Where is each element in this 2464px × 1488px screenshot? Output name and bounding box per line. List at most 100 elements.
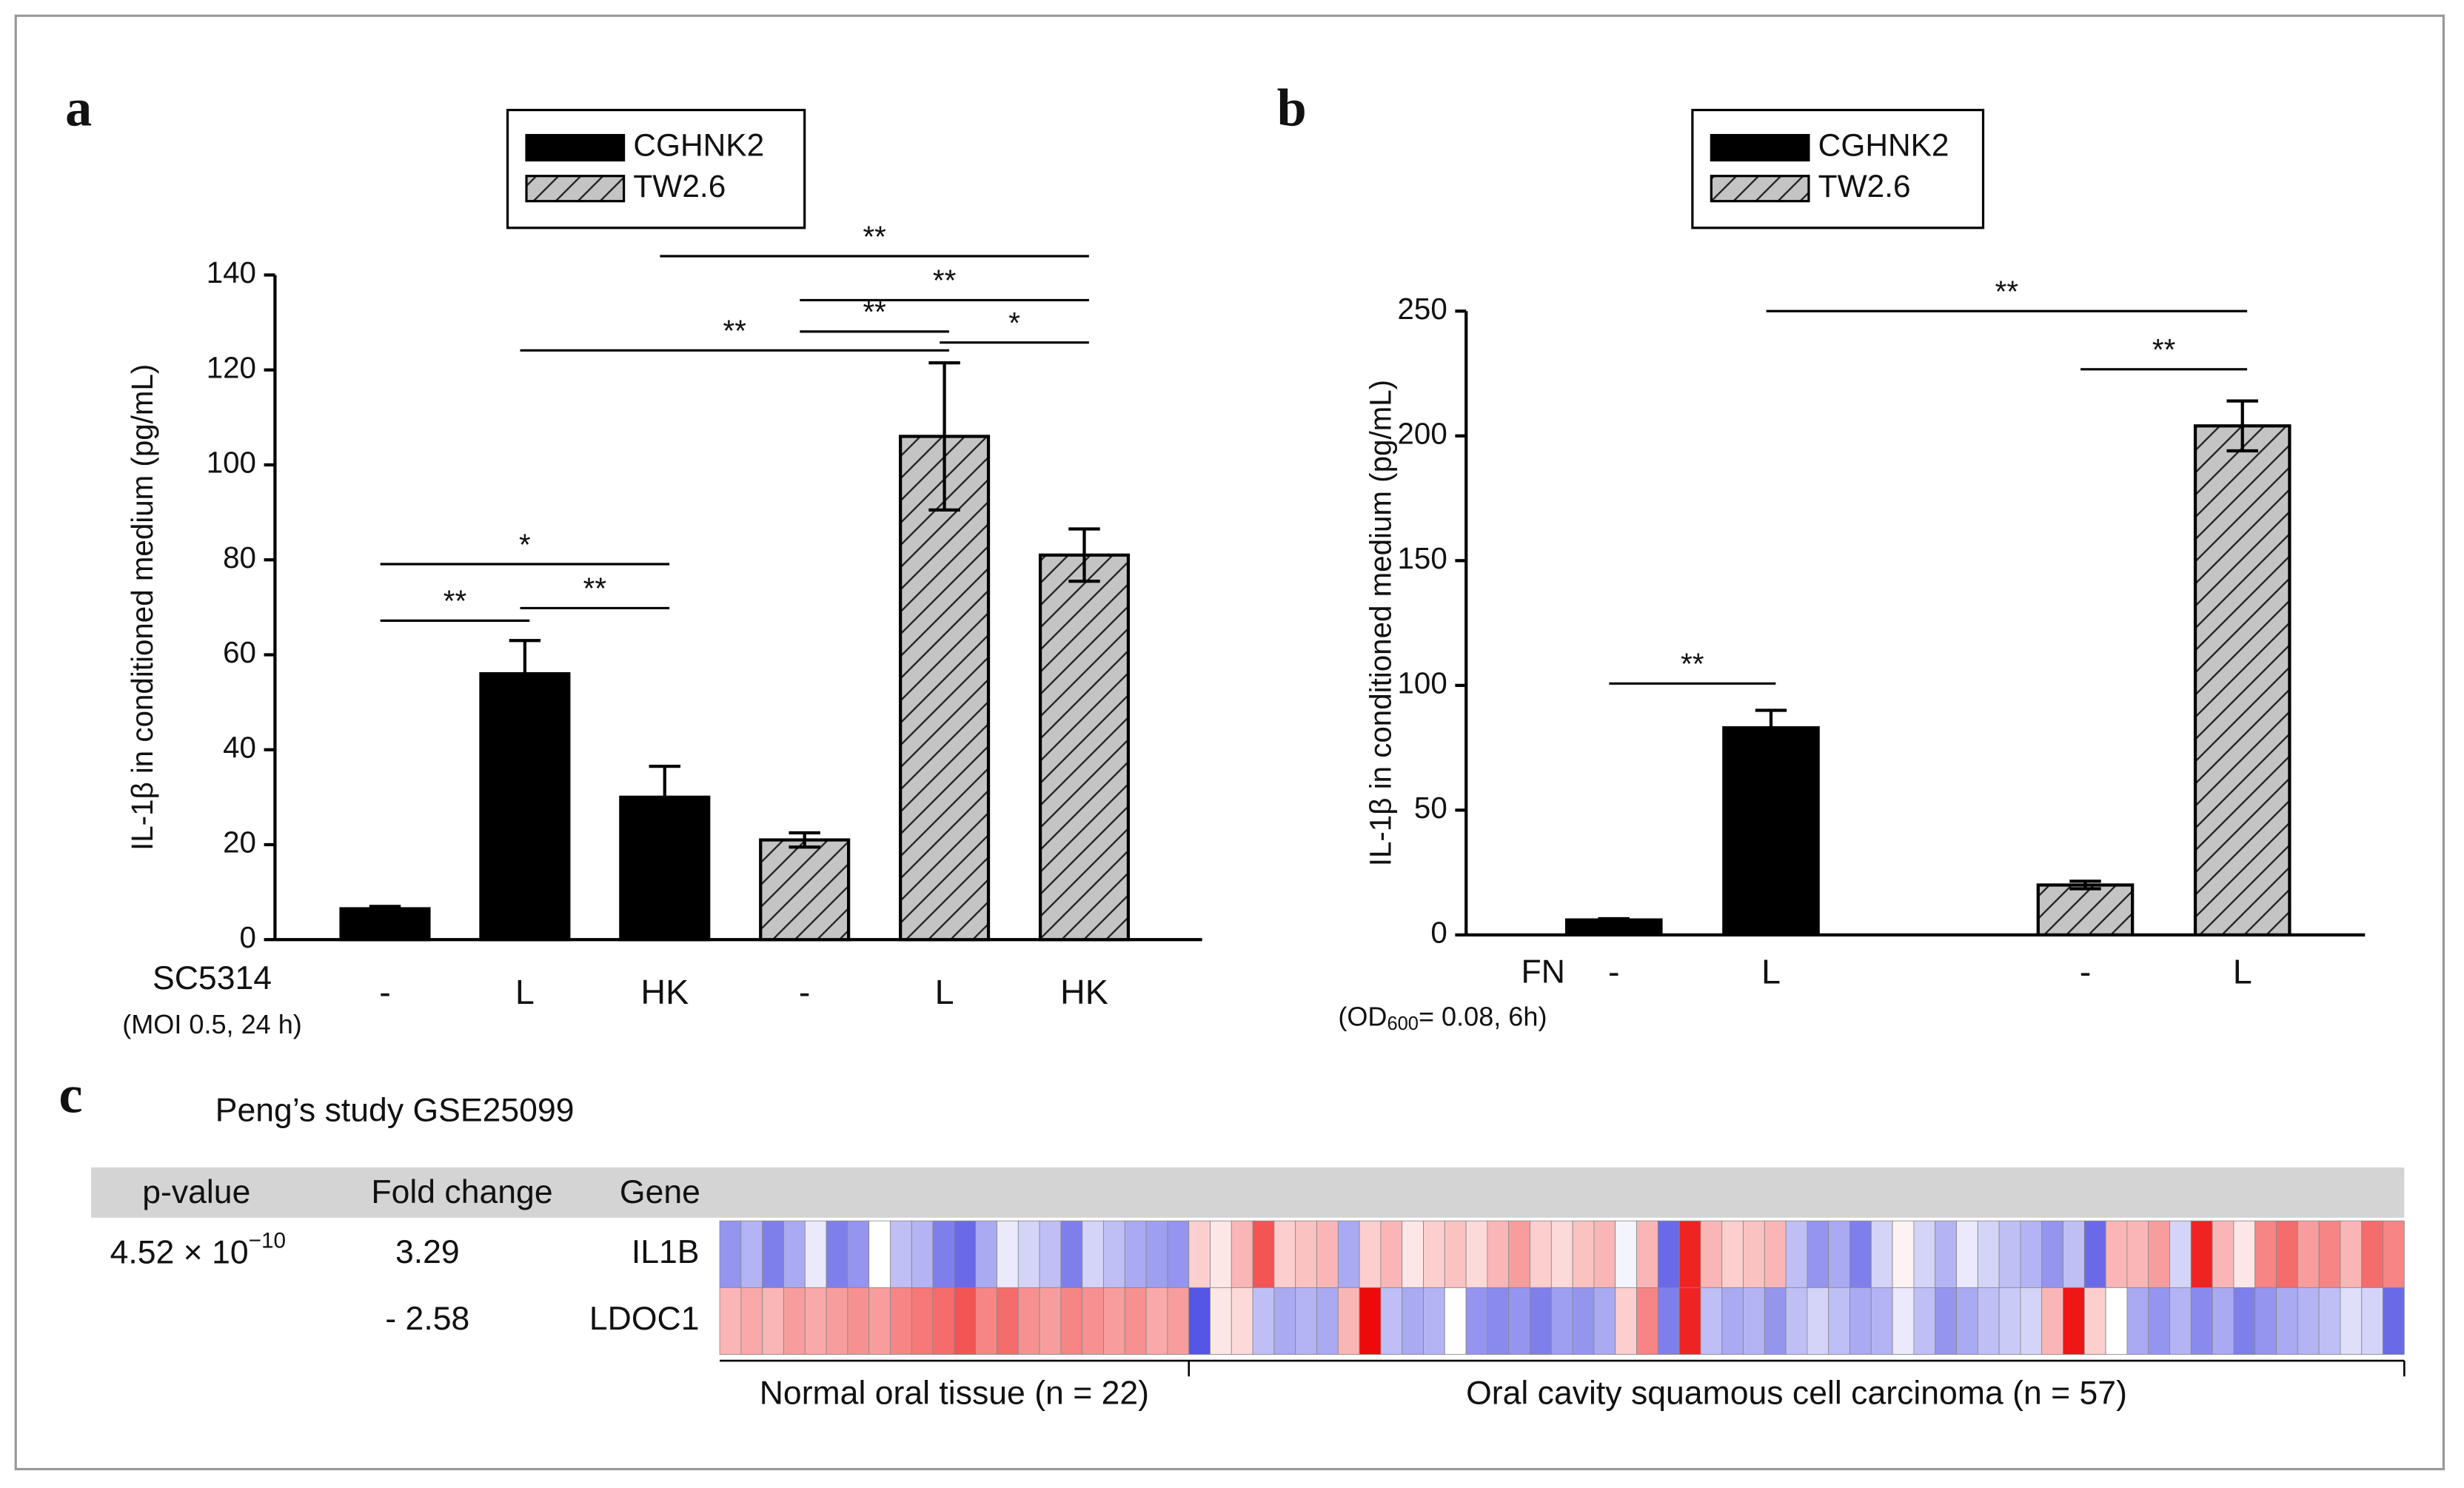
x-tick-label: L — [515, 973, 535, 1011]
x-tick-label: - — [799, 973, 811, 1011]
heatmap-cell — [1935, 1220, 1957, 1288]
heatmap-cell — [2105, 1220, 2128, 1288]
panel-letter: a — [65, 78, 92, 137]
heatmap-cell — [1082, 1220, 1104, 1288]
bar — [1722, 726, 1820, 937]
heatmap-cell — [804, 1287, 827, 1355]
heatmap-cell — [1444, 1287, 1467, 1355]
heatmap-cell — [2212, 1220, 2234, 1288]
heatmap-cell — [954, 1220, 977, 1288]
heatmap-cell — [2169, 1287, 2192, 1355]
heatmap-cell — [2276, 1220, 2298, 1288]
heatmap-cell — [1700, 1287, 1723, 1355]
note-part: (OD — [1338, 1001, 1387, 1031]
factor-note: (MOI 0.5, 24 h) — [122, 1009, 302, 1039]
gene: LDOC1 — [589, 1301, 700, 1337]
heatmap-cell — [2020, 1220, 2043, 1288]
heatmap-cell — [1657, 1287, 1680, 1355]
heatmap-cell — [2126, 1287, 2149, 1355]
heatmap-cell — [1103, 1220, 1125, 1288]
heatmap-cell — [1785, 1287, 1808, 1355]
heatmap-cell — [2148, 1220, 2170, 1288]
heatmap-cell — [1892, 1287, 1915, 1355]
y-tick-label: 20 — [223, 825, 256, 859]
note-part: 600 — [1387, 1013, 1418, 1034]
heatmap-cell — [2254, 1220, 2277, 1288]
heatmap-cell — [1295, 1220, 1317, 1288]
note-part: (MOI 0.5, 24 h) — [122, 1009, 302, 1039]
heatmap-cell — [1828, 1220, 1850, 1288]
heatmap-cell — [1678, 1287, 1701, 1355]
heatmap-cell — [2276, 1287, 2298, 1355]
heatmap-cell — [1423, 1220, 1445, 1288]
heatmap-cell — [847, 1287, 870, 1355]
heatmap-cell — [804, 1220, 827, 1288]
heatmap-cell — [1316, 1220, 1339, 1288]
y-tick-label: 140 — [207, 255, 256, 289]
legend-label: CGHNK2 — [1818, 128, 1949, 163]
y-axis-label: IL-1β in conditioned medium (pg/mL) — [125, 364, 159, 851]
heatmap-cell — [2297, 1220, 2320, 1288]
heatmap-cell — [890, 1220, 912, 1288]
heatmap-cell — [1295, 1287, 1317, 1355]
y-tick-label: 60 — [223, 635, 256, 669]
gene: IL1B — [632, 1234, 700, 1270]
x-tick-label: - — [1608, 952, 1620, 991]
legend-swatch — [1710, 133, 1810, 162]
y-tick-label: 150 — [1398, 541, 1447, 575]
heatmap-cell — [1721, 1287, 1744, 1355]
y-tick-label: 50 — [1414, 791, 1447, 825]
heatmap-cell — [1060, 1287, 1083, 1355]
heatmap-cell — [1977, 1220, 2000, 1288]
bar — [479, 672, 571, 942]
y-tick-label: 40 — [223, 730, 256, 764]
heatmap-cell — [1252, 1287, 1275, 1355]
heatmap-cell — [1678, 1220, 1701, 1288]
heatmap-cell — [847, 1220, 870, 1288]
heatmap-cell — [1487, 1220, 1510, 1288]
p-value-exponent: −10 — [249, 1228, 286, 1253]
heatmap-cell — [1273, 1287, 1296, 1355]
significance-label: ** — [723, 314, 747, 348]
heatmap-cell — [1423, 1287, 1445, 1355]
heatmap-cell — [1828, 1287, 1850, 1355]
heatmap-cell — [911, 1220, 934, 1288]
bar — [2193, 424, 2291, 936]
heatmap-cell — [1124, 1220, 1147, 1288]
heatmap-cell — [1444, 1220, 1467, 1288]
heatmap-cell — [954, 1287, 977, 1355]
heatmap-cell — [1956, 1287, 1978, 1355]
heatmap-cell — [1145, 1220, 1168, 1288]
heatmap-cell — [1913, 1220, 1936, 1288]
x-tick-label: L — [2233, 952, 2252, 991]
legend-label: CGHNK2 — [633, 128, 764, 163]
group-label: Normal oral tissue (n = 22) — [760, 1375, 1149, 1412]
heatmap-cell — [1913, 1287, 1936, 1355]
y-tick-label: 200 — [1398, 416, 1447, 450]
heatmap-cell — [1017, 1220, 1040, 1288]
heatmap-cell — [1743, 1220, 1765, 1288]
heatmap-cell — [1039, 1287, 1062, 1355]
heatmap-cell — [1273, 1220, 1296, 1288]
heatmap-cell — [2020, 1287, 2043, 1355]
heatmap-cell — [868, 1287, 891, 1355]
significance-label: ** — [1995, 275, 2019, 309]
heatmap-cell — [1892, 1220, 1915, 1288]
heatmap-cell — [1849, 1220, 1872, 1288]
heatmap-cell — [1487, 1287, 1510, 1355]
heatmap-cell — [868, 1220, 891, 1288]
group-label: Oral cavity squamous cell carcinoma (n =… — [1466, 1375, 2127, 1412]
heatmap-cell — [997, 1220, 1019, 1288]
heatmap-cell — [1017, 1287, 1040, 1355]
x-tick-label: L — [935, 973, 954, 1011]
bar — [1038, 553, 1131, 942]
heatmap-cell — [2383, 1287, 2405, 1355]
heatmap-cell — [1849, 1287, 1872, 1355]
heatmap-cell — [2083, 1287, 2106, 1355]
heatmap-title: Peng’s study GSE25099 — [215, 1092, 575, 1128]
heatmap-cell — [1508, 1220, 1530, 1288]
legend-box — [506, 108, 806, 229]
y-tick-label: 0 — [1430, 916, 1447, 950]
significance-label: ** — [1681, 647, 1704, 681]
y-tick-label: 0 — [240, 920, 256, 954]
